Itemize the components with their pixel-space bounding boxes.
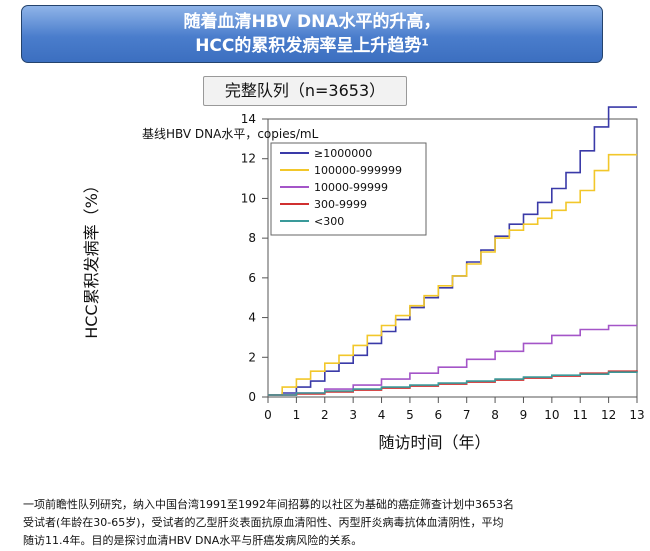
footnote: 一项前瞻性队列研究，纳入中国台湾1991至1992年间招募的以社区为基础的癌症筛… [23,496,623,550]
x-tick-label: 8 [491,408,499,422]
x-tick-label: 6 [434,408,442,422]
x-tick-label: 0 [264,408,272,422]
x-tick-label: 12 [601,408,616,422]
legend-label-4: <300 [314,215,344,228]
legend-label-3: 300-9999 [314,198,367,211]
banner-line-1: 随着血清HBV DNA水平的升高， [183,12,441,32]
x-tick-label: 7 [463,408,471,422]
y-tick-label: 4 [248,311,256,325]
x-tick-label: 11 [573,408,588,422]
legend-label-0: ≥1000000 [314,147,372,160]
y-tick-label: 6 [248,271,256,285]
plot-frame [267,118,638,398]
x-tick-label: 5 [406,408,414,422]
x-tick-label: 10 [544,408,559,422]
series-line-2 [268,324,637,396]
x-tick-label: 4 [378,408,386,422]
footnote-line-2: 受试者(年龄在30-65岁)，受试者的乙型肝炎表面抗原血清阳性、丙型肝炎病毒抗体… [23,516,504,529]
x-tick-label: 2 [321,408,329,422]
x-tick-label: 9 [520,408,528,422]
x-tick-label: 3 [349,408,357,422]
footnote-line-1: 一项前瞻性队列研究，纳入中国台湾1991至1992年间招募的以社区为基础的癌症筛… [23,498,514,511]
series-line-0 [268,106,637,396]
y-tick-label: 10 [241,191,256,205]
legend-box [270,142,427,236]
y-tick-label: 14 [241,112,256,126]
y-tick-label: 2 [248,350,256,364]
y-axis-title: HCC累积发病率（%） [82,177,101,339]
legend-label-2: 10000-99999 [314,181,388,194]
x-tick-label: 13 [629,408,644,422]
x-tick-label: 1 [293,408,301,422]
series-line-1 [268,153,637,396]
series-line-4 [268,371,638,396]
footnote-line-3: 随访11.4年。目的是探讨血清HBV DNA水平与肝癌发病风险的关系。 [23,534,363,547]
y-tick-label: 8 [248,231,256,245]
legend-label-1: 100000-999999 [314,164,402,177]
x-axis-title: 随访时间（年） [378,433,490,452]
y-tick-label: 0 [248,390,256,404]
banner-line-2: HCC的累积发病率呈上升趋势¹ [195,36,429,56]
legend-title: 基线HBV DNA水平，copies/mL [142,127,319,141]
title-banner: 随着血清HBV DNA水平的升高， HCC的累积发病率呈上升趋势¹ [21,5,603,63]
y-tick-label: 12 [241,152,256,166]
cohort-label: 完整队列（n=3653） [203,76,407,106]
